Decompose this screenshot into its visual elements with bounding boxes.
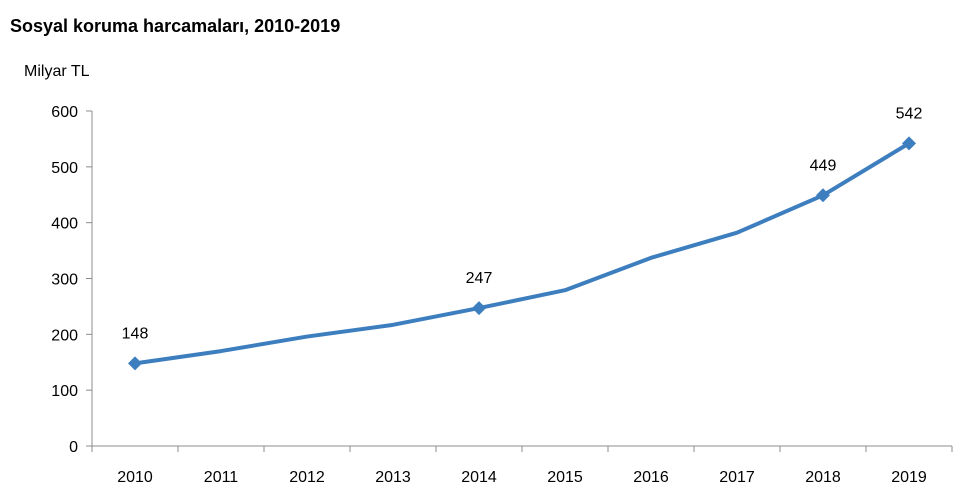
series-line [133, 141, 911, 366]
data-label: 247 [466, 270, 493, 287]
y-tick-label: 100 [51, 383, 78, 400]
x-tick-label: 2017 [719, 469, 755, 486]
series-layer [128, 136, 916, 371]
data-label: 449 [810, 157, 837, 174]
y-tick-label: 400 [51, 216, 78, 233]
data-point-marker [472, 301, 486, 316]
y-axis-unit-label: Milyar TL [24, 63, 90, 80]
data-point-marker [128, 356, 142, 371]
chart-title: Sosyal koruma harcamaları, 2010-2019 [10, 16, 341, 36]
data-point-marker [816, 188, 830, 203]
y-tick-label: 0 [69, 439, 78, 456]
data-label: 148 [122, 325, 149, 342]
y-tick-label: 500 [51, 160, 78, 177]
x-tick-label: 2019 [891, 469, 927, 486]
x-tick-label: 2018 [805, 469, 841, 486]
data-label: 542 [896, 105, 923, 122]
y-tick-label: 200 [51, 327, 78, 344]
tick-labels: 0 100 200 300 400 500 600 2010 2011 2012 2013 2014 2… [51, 104, 927, 486]
x-tick-label: 2012 [289, 469, 325, 486]
x-tick-label: 2010 [117, 469, 153, 486]
x-tick-label: 2016 [633, 469, 669, 486]
y-tick-label: 600 [51, 104, 78, 121]
x-tick-label: 2011 [204, 469, 239, 486]
y-tick-label: 300 [51, 272, 78, 289]
x-tick-label: 2014 [461, 469, 497, 486]
x-tick-label: 2013 [375, 469, 411, 486]
data-point-marker [902, 136, 916, 151]
data-labels: 148 247 449 542 [122, 105, 923, 342]
axes [86, 110, 953, 452]
x-tick-label: 2015 [547, 469, 583, 486]
